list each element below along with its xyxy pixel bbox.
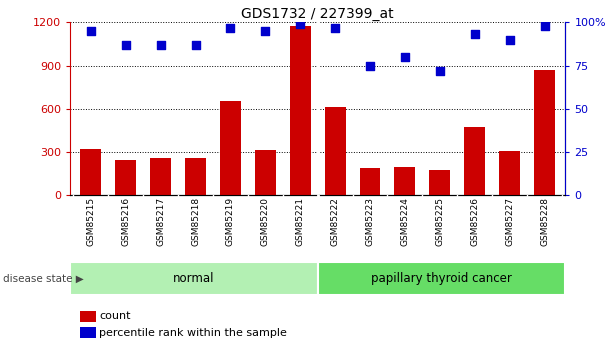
Bar xyxy=(534,70,555,195)
Text: GSM85226: GSM85226 xyxy=(470,197,479,246)
Point xyxy=(156,42,165,48)
Text: percentile rank within the sample: percentile rank within the sample xyxy=(99,328,287,337)
Bar xyxy=(80,327,96,338)
Text: GSM85228: GSM85228 xyxy=(540,197,549,246)
Text: GSM85218: GSM85218 xyxy=(191,197,200,246)
Text: GSM85221: GSM85221 xyxy=(295,197,305,246)
Point xyxy=(435,68,444,73)
Text: GSM85223: GSM85223 xyxy=(365,197,375,246)
Text: papillary thyroid cancer: papillary thyroid cancer xyxy=(371,272,512,285)
Point xyxy=(121,42,131,48)
Bar xyxy=(317,262,565,295)
Text: GSM85219: GSM85219 xyxy=(226,197,235,246)
Bar xyxy=(185,158,206,195)
Point xyxy=(260,28,270,34)
Bar xyxy=(290,26,311,195)
Bar xyxy=(359,168,381,195)
Text: normal: normal xyxy=(173,272,215,285)
Bar xyxy=(150,158,171,195)
Bar xyxy=(429,170,451,195)
Point xyxy=(400,54,410,60)
Bar xyxy=(220,101,241,195)
Point xyxy=(226,25,235,30)
Bar xyxy=(80,149,102,195)
Point xyxy=(330,25,340,30)
Text: GSM85227: GSM85227 xyxy=(505,197,514,246)
Point xyxy=(470,32,480,37)
Text: GSM85215: GSM85215 xyxy=(86,197,95,246)
Bar xyxy=(116,160,136,195)
Point xyxy=(365,63,375,68)
Bar xyxy=(499,151,520,195)
Text: count: count xyxy=(99,311,131,321)
Bar xyxy=(395,167,415,195)
Text: GSM85220: GSM85220 xyxy=(261,197,270,246)
Point xyxy=(295,21,305,27)
Text: GSM85217: GSM85217 xyxy=(156,197,165,246)
Bar xyxy=(70,262,317,295)
Title: GDS1732 / 227399_at: GDS1732 / 227399_at xyxy=(241,7,394,21)
Point xyxy=(191,42,201,48)
Text: GSM85216: GSM85216 xyxy=(121,197,130,246)
Point xyxy=(540,23,550,29)
Bar xyxy=(255,150,276,195)
Text: GSM85224: GSM85224 xyxy=(401,197,409,246)
Point xyxy=(86,28,95,34)
Bar xyxy=(325,107,345,195)
Text: GSM85225: GSM85225 xyxy=(435,197,444,246)
Point xyxy=(505,37,514,42)
Bar xyxy=(80,310,96,322)
Bar xyxy=(465,127,485,195)
Text: disease state ▶: disease state ▶ xyxy=(3,274,84,284)
Text: GSM85222: GSM85222 xyxy=(331,197,340,246)
